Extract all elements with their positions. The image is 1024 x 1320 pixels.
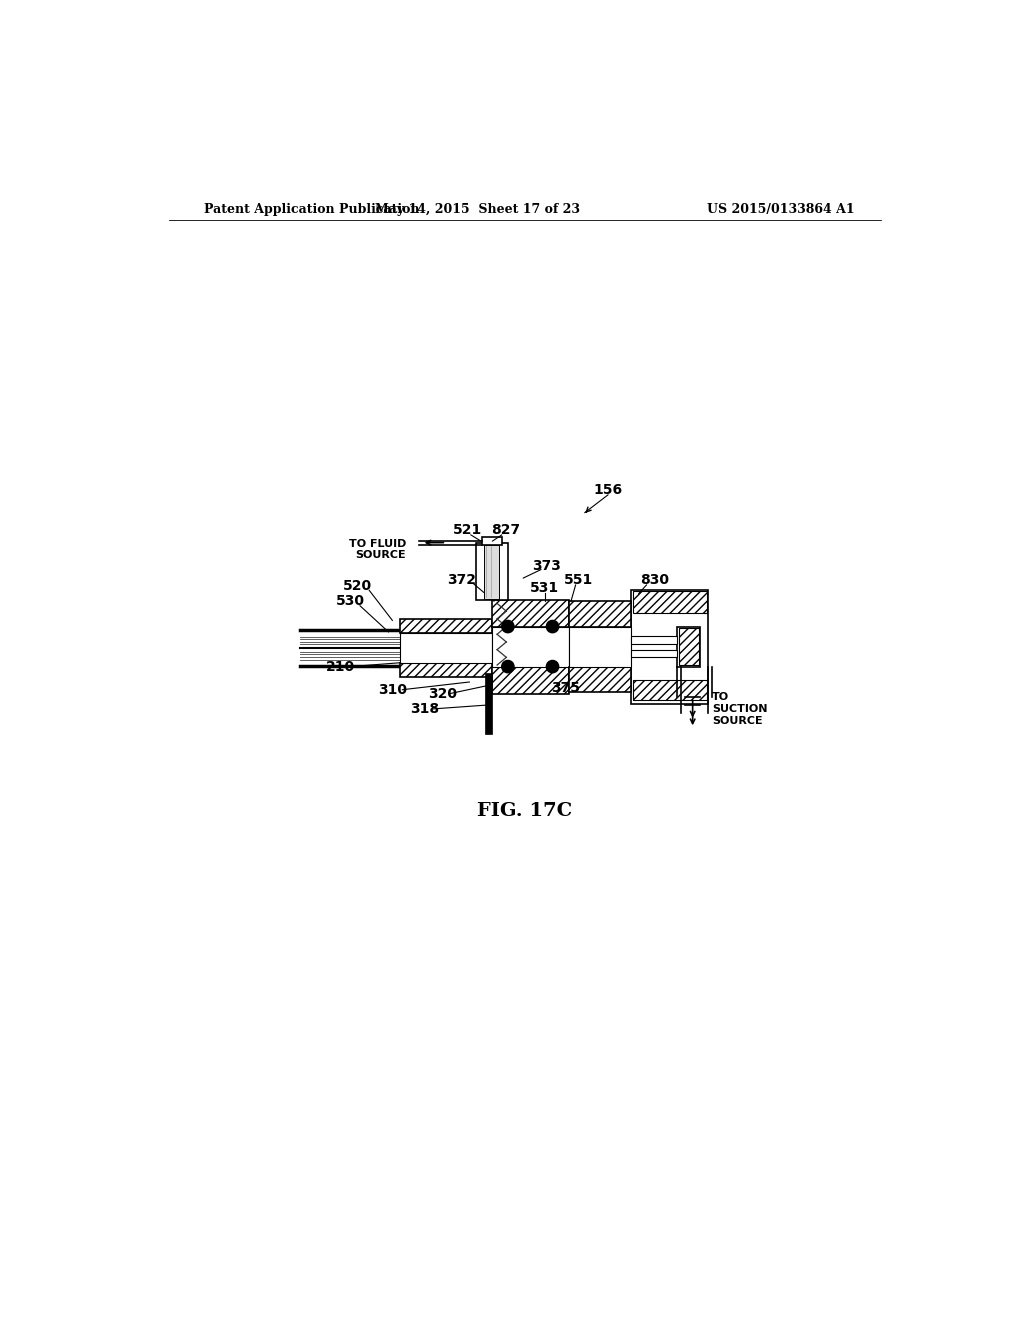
- Text: 521: 521: [454, 523, 482, 537]
- Circle shape: [547, 660, 559, 673]
- Bar: [633, 681, 707, 701]
- Bar: [493, 627, 569, 667]
- Bar: [631, 636, 677, 644]
- Bar: [481, 537, 502, 545]
- Circle shape: [547, 620, 559, 632]
- Bar: [631, 590, 708, 704]
- Text: Patent Application Publication: Patent Application Publication: [204, 203, 419, 216]
- Bar: [569, 627, 631, 667]
- Text: 551: 551: [564, 573, 593, 587]
- Bar: [633, 591, 707, 612]
- Text: TO
SUCTION
SOURCE: TO SUCTION SOURCE: [712, 693, 767, 726]
- Bar: [631, 649, 677, 657]
- Text: FIG. 17C: FIG. 17C: [477, 803, 572, 820]
- Text: 373: 373: [531, 560, 561, 573]
- Text: 310: 310: [378, 682, 407, 697]
- Bar: [569, 667, 631, 692]
- Text: 372: 372: [447, 573, 476, 587]
- Text: 375: 375: [551, 681, 581, 696]
- Circle shape: [502, 660, 514, 673]
- Bar: [400, 619, 493, 632]
- Text: 318: 318: [411, 702, 439, 715]
- Bar: [493, 667, 569, 693]
- Bar: [400, 632, 493, 663]
- Text: US 2015/0133864 A1: US 2015/0133864 A1: [707, 203, 854, 216]
- Text: TO FLUID
SOURCE: TO FLUID SOURCE: [349, 539, 407, 561]
- Bar: [679, 628, 698, 665]
- Text: 827: 827: [490, 523, 520, 537]
- Bar: [484, 545, 500, 599]
- Text: 320: 320: [428, 686, 457, 701]
- Text: 530: 530: [336, 594, 365, 609]
- Text: 830: 830: [640, 573, 669, 587]
- Text: 156: 156: [593, 483, 623, 496]
- Text: 520: 520: [343, 578, 373, 593]
- Bar: [569, 601, 631, 627]
- Text: 531: 531: [530, 581, 559, 595]
- Circle shape: [502, 620, 514, 632]
- Bar: [677, 627, 700, 667]
- Text: 210: 210: [327, 660, 355, 673]
- Bar: [475, 544, 508, 599]
- Bar: [493, 599, 569, 627]
- Bar: [400, 663, 493, 677]
- Bar: [484, 673, 493, 734]
- Text: May 14, 2015  Sheet 17 of 23: May 14, 2015 Sheet 17 of 23: [375, 203, 580, 216]
